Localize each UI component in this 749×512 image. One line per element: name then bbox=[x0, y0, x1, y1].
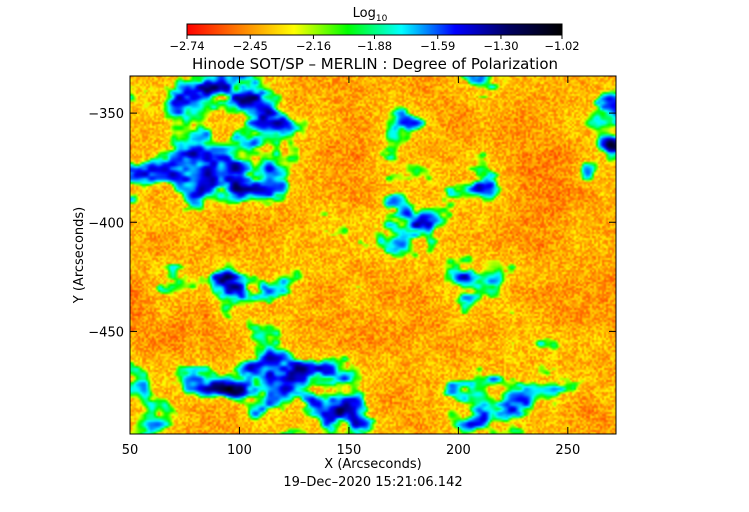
y-tick-label: −400 bbox=[88, 216, 124, 231]
colorbar-ticks: −2.74 −2.45 −2.16 −1.88 −1.59 −1.30 −1.02 bbox=[169, 35, 580, 53]
y-tick-label: −350 bbox=[88, 107, 124, 122]
chart-title: Hinode SOT/SP – MERLIN : Degree of Polar… bbox=[192, 55, 558, 73]
x-tick-label: 250 bbox=[555, 443, 580, 458]
colorbar-tick-label: −2.45 bbox=[233, 39, 268, 53]
colorbar-tick-label: −2.16 bbox=[296, 39, 331, 53]
x-axis: 50 100 150 200 250 bbox=[122, 76, 580, 458]
x-tick-label: 100 bbox=[227, 443, 252, 458]
colorbar-tick-label: −1.30 bbox=[483, 39, 518, 53]
colorbar-title: Log10 bbox=[353, 6, 388, 24]
x-tick-label: 200 bbox=[446, 443, 471, 458]
timestamp: 19–Dec–2020 15:21:06.142 bbox=[283, 475, 462, 490]
x-tick-label: 150 bbox=[337, 443, 362, 458]
colorbar-title-subscript: 10 bbox=[376, 14, 388, 24]
y-tick-label: −450 bbox=[88, 325, 124, 340]
x-tick-label: 50 bbox=[122, 443, 139, 458]
x-axis-label: X (Arcseconds) bbox=[324, 457, 421, 472]
plot-area bbox=[129, 75, 617, 435]
heatmap-image bbox=[130, 76, 616, 434]
colorbar: Log10 −2.74 −2.45 −2.16 −1.88 −1.59 −1.30 −1.0… bbox=[169, 6, 579, 53]
y-axis: −350 −400 −450 bbox=[88, 107, 616, 340]
colorbar-bar bbox=[186, 23, 563, 36]
colorbar-tick-label: −1.88 bbox=[357, 39, 392, 53]
plot-frame bbox=[129, 75, 617, 435]
colorbar-tick-label: −1.59 bbox=[420, 39, 455, 53]
colorbar-tick-label: −2.74 bbox=[169, 39, 204, 53]
y-axis-label: Y (Arcseconds) bbox=[72, 207, 87, 304]
colorbar-tick-label: −1.02 bbox=[544, 39, 579, 53]
